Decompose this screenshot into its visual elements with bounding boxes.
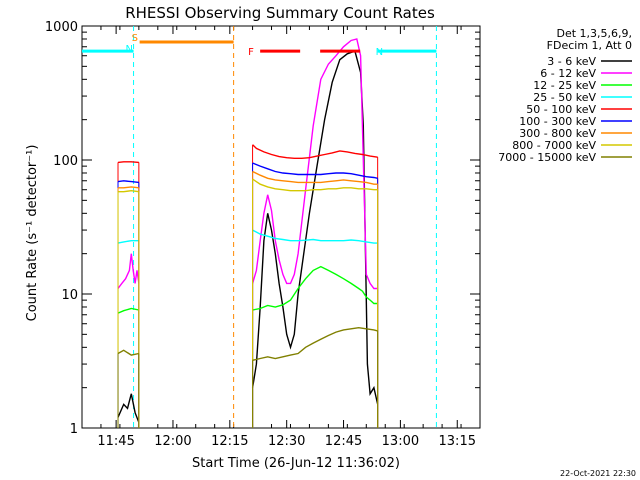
series-line bbox=[252, 229, 378, 244]
x-tick-label: 13:15 bbox=[439, 434, 476, 449]
y-tick-label: 100 bbox=[53, 154, 78, 169]
series-7 bbox=[117, 178, 379, 428]
legend-label: 12 - 25 keV bbox=[533, 79, 596, 92]
legend-label: 3 - 6 keV bbox=[547, 55, 596, 68]
legend-header: Det 1,3,5,6,9, bbox=[556, 27, 632, 40]
x-tick-label: 13:00 bbox=[382, 434, 419, 449]
flag-label: F bbox=[248, 47, 254, 58]
series-line bbox=[252, 144, 378, 159]
series-line bbox=[117, 349, 140, 356]
legend-label: 7000 - 15000 keV bbox=[498, 151, 596, 164]
x-tick-label: 11:45 bbox=[97, 434, 134, 449]
series-8 bbox=[117, 326, 379, 428]
series-6 bbox=[117, 170, 379, 428]
y-tick-label: 10 bbox=[61, 288, 78, 303]
flag-label: N bbox=[126, 44, 133, 55]
plot-area: 11:45 12:00 12:15 12:30 12:45 13:00 13:15 1 10 10… bbox=[45, 20, 481, 449]
flag-label: N bbox=[376, 47, 383, 58]
series-line bbox=[117, 393, 140, 423]
legend-label: 50 - 100 keV bbox=[526, 103, 596, 116]
series-line bbox=[117, 161, 139, 164]
legend-header: FDecim 1, Att 0 bbox=[547, 39, 632, 52]
y-tick-label: 1 bbox=[70, 422, 78, 437]
x-tick-label: 12:30 bbox=[268, 434, 305, 449]
footer-date: 22-Oct-2021 22:30 bbox=[560, 469, 636, 478]
legend-label: 800 - 7000 keV bbox=[512, 139, 596, 152]
series-line bbox=[251, 50, 379, 405]
legend-label: 300 - 800 keV bbox=[519, 127, 596, 140]
series-line bbox=[252, 326, 378, 361]
series-1 bbox=[117, 38, 379, 428]
series-line bbox=[252, 170, 378, 185]
chart-title: RHESSI Observing Summary Count Rates bbox=[125, 4, 435, 22]
series-line bbox=[117, 240, 139, 244]
legend-label: 25 - 50 keV bbox=[533, 91, 596, 104]
series-line bbox=[117, 307, 140, 314]
y-tick-label: 1000 bbox=[45, 20, 78, 35]
series-line bbox=[117, 253, 140, 289]
legend-label: 100 - 300 keV bbox=[519, 115, 596, 128]
x-tick-label: 12:45 bbox=[325, 434, 362, 449]
series-line bbox=[252, 265, 378, 311]
series-0 bbox=[117, 50, 379, 428]
plot-frame bbox=[81, 25, 481, 429]
x-tick-label: 12:00 bbox=[154, 434, 191, 449]
x-axis-label: Start Time (26-Jun-12 11:36:02) bbox=[192, 456, 400, 471]
series-line bbox=[118, 186, 139, 189]
x-tick-label: 12:15 bbox=[211, 434, 248, 449]
series-line bbox=[251, 38, 378, 290]
series-line bbox=[252, 178, 378, 192]
legend: Det 1,3,5,6,9,FDecim 1, Att 0 3 - 6 keV6 … bbox=[498, 27, 632, 164]
y-axis-label: Count Rate (s⁻¹ detector⁻¹) bbox=[25, 145, 40, 322]
series-2 bbox=[117, 265, 379, 428]
series-line bbox=[117, 180, 139, 184]
flag-label: S bbox=[132, 33, 138, 44]
series-3 bbox=[117, 229, 379, 428]
series-line bbox=[252, 162, 378, 179]
series-5 bbox=[117, 162, 379, 428]
legend-label: 6 - 12 keV bbox=[540, 67, 596, 80]
series-line bbox=[118, 189, 139, 193]
series-4 bbox=[117, 144, 379, 428]
